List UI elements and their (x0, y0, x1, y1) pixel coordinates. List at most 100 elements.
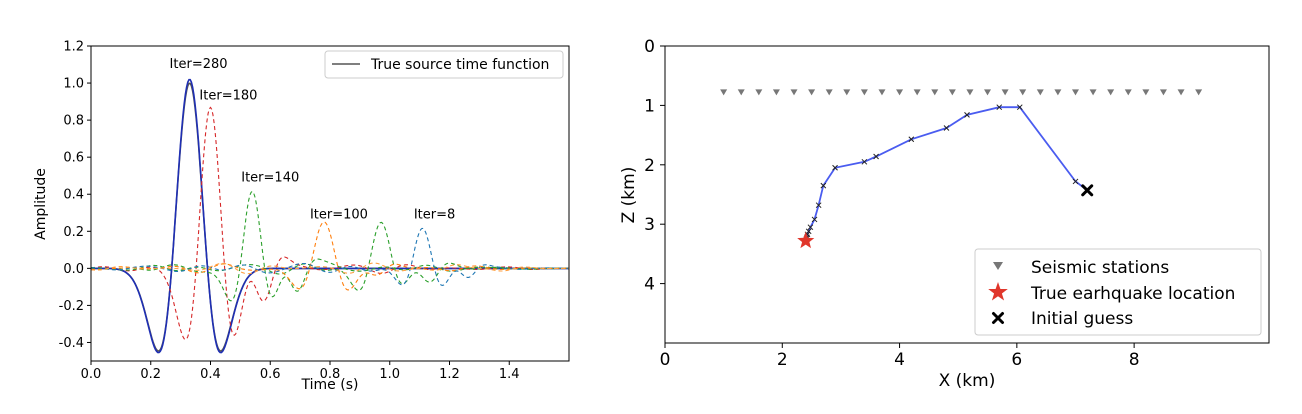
path-point-marker (861, 158, 868, 165)
path-point-marker (832, 164, 838, 171)
x-tick-label: 0.2 (140, 367, 161, 382)
x-tick-label: 0.8 (320, 367, 341, 382)
y-tick-label: -0.2 (59, 299, 84, 314)
inversion-path (802, 104, 1091, 244)
iteration-annotation: Iter=8 (414, 207, 455, 222)
station-triangle-icon (790, 89, 798, 96)
y-tick-label: 0.0 (63, 262, 84, 277)
station-triangle-icon (1019, 89, 1027, 96)
y-tick-label: 1 (644, 96, 655, 116)
series-line (91, 221, 569, 291)
station-triangle-icon (984, 89, 992, 96)
station-triangle-icon (1195, 89, 1203, 96)
path-point-marker (1016, 104, 1023, 111)
left-legend-label: True source time function (370, 57, 549, 73)
x-tick-label: 1.4 (499, 367, 520, 382)
station-triangle-icon (966, 89, 974, 96)
station-triangle-icon (931, 89, 939, 96)
series-line (90, 221, 569, 291)
left-x-axis-label: Time (s) (301, 377, 359, 393)
y-tick-label: 3 (644, 215, 655, 235)
x-tick-label: 1.2 (439, 367, 460, 382)
station-triangle-icon (825, 89, 833, 96)
y-tick-label: 0.4 (63, 188, 84, 203)
y-tick-label: 0.2 (63, 225, 84, 240)
station-triangle-icon (896, 89, 904, 96)
station-markers (720, 89, 1203, 96)
location-markers (797, 184, 1094, 249)
series-line (91, 227, 570, 286)
series-line (90, 106, 569, 341)
left-y-ticks: -0.4 -0.2 0.0 0.2 0.4 0.6 0.8 1.0 1.2 (59, 40, 91, 351)
right-y-axis-label: Z (km) (619, 167, 639, 224)
station-triangle-icon (860, 89, 868, 96)
station-triangle-icon (913, 89, 921, 96)
right-legend-box (974, 248, 1262, 336)
x-tick-label: 6 (1011, 350, 1022, 370)
station-triangle-icon (1107, 89, 1115, 96)
station-triangle-icon (843, 89, 851, 96)
path-point-marker (908, 136, 915, 143)
x-tick-label: 8 (1129, 350, 1140, 370)
station-triangle-icon (808, 89, 816, 96)
legend-star-icon (988, 282, 1008, 301)
series-line (90, 262, 569, 275)
y-tick-label: 1.2 (63, 40, 84, 55)
station-triangle-icon (737, 89, 745, 96)
x-tick-label: 0.4 (200, 367, 221, 382)
station-triangle-icon (1089, 89, 1097, 96)
station-triangle-icon (1036, 89, 1044, 96)
path-point-marker (873, 153, 879, 160)
left-x-ticks: 0.0 0.2 0.4 0.6 0.8 1.0 1.2 1.4 (81, 361, 520, 382)
legend-x-icon (992, 312, 1004, 324)
y-tick-label: 0.8 (63, 114, 84, 129)
right-x-axis-label: X (km) (939, 371, 996, 391)
station-triangle-icon (1054, 89, 1062, 96)
iteration-annotation: Iter=140 (241, 170, 299, 185)
right-legend: Seismic stations True earhquake location… (974, 248, 1262, 336)
left-y-axis-label: Amplitude (33, 168, 49, 240)
station-triangle-icon (1124, 89, 1132, 96)
y-tick-label: 0.6 (63, 151, 84, 166)
x-tick-label: 1.0 (379, 367, 400, 382)
iteration-annotation: Iter=280 (170, 57, 228, 72)
station-triangle-icon (720, 89, 728, 96)
true-location-star-icon (797, 231, 815, 249)
right-x-ticks: 0 2 4 6 8 (660, 343, 1140, 370)
x-tick-label: 0 (660, 350, 671, 370)
path-point-marker (820, 182, 827, 189)
left-legend: True source time function (324, 50, 564, 79)
y-tick-label: -0.4 (59, 336, 84, 351)
iteration-annotation: Iter=100 (310, 207, 368, 222)
path-point-marker (811, 216, 818, 223)
station-triangle-icon (878, 89, 886, 96)
y-tick-label: 0 (644, 37, 655, 57)
right-legend-label-true: True earhquake location (1030, 284, 1235, 304)
y-tick-label: 4 (644, 275, 655, 295)
x-tick-label: 4 (894, 350, 905, 370)
x-tick-label: 0.6 (260, 367, 281, 382)
path-point-marker (996, 104, 1003, 111)
path-point-marker (943, 125, 950, 131)
path-point-marker (805, 228, 812, 235)
iteration-annotations: Iter=280 Iter=180 Iter=140 Iter=100 Iter=8 (170, 57, 456, 222)
right-legend-label-stations: Seismic stations (1031, 258, 1169, 278)
y-tick-label: 1.0 (63, 77, 84, 92)
path-point-marker (1072, 178, 1079, 185)
series-line (90, 190, 569, 302)
station-triangle-icon (772, 89, 780, 96)
initial-guess-x-icon (1081, 184, 1094, 197)
x-tick-label: 0.0 (81, 367, 102, 382)
path-point-marker (815, 202, 822, 209)
x-tick-label: 2 (777, 350, 788, 370)
right-plot-frame (664, 45, 1270, 344)
station-triangle-icon (755, 89, 763, 96)
legend-triangle-icon (993, 262, 1003, 270)
station-triangle-icon (1159, 89, 1167, 96)
right-legend-label-guess: Initial guess (1031, 309, 1133, 329)
station-triangle-icon (1177, 89, 1185, 96)
station-triangle-icon (1071, 89, 1079, 96)
waveform-curves (90, 78, 570, 354)
